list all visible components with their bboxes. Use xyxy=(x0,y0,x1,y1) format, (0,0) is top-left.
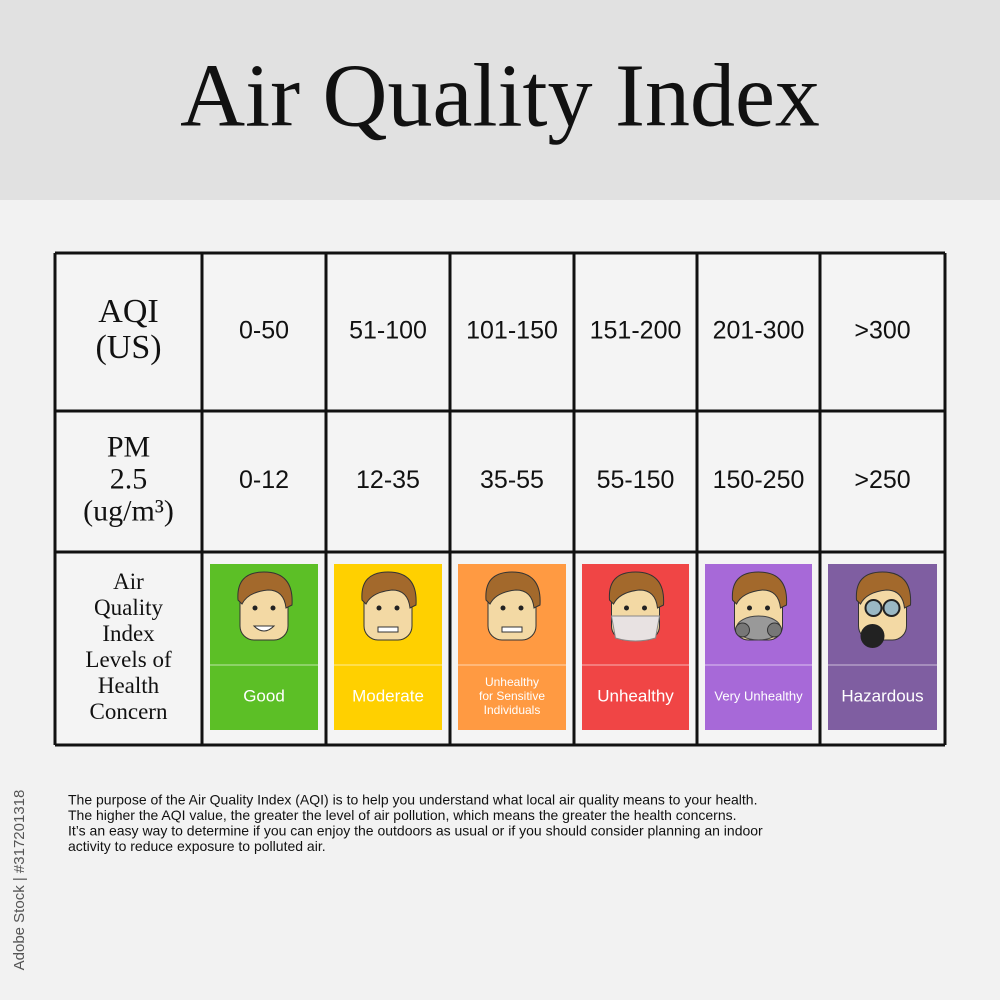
row-header: Concern xyxy=(90,699,168,724)
filter xyxy=(767,622,782,638)
row-header: Air xyxy=(113,569,144,594)
hair xyxy=(237,571,293,609)
level-label: Hazardous xyxy=(841,686,923,705)
level-label: Unhealthy xyxy=(485,675,539,689)
mask xyxy=(610,615,661,642)
description-line: activity to reduce exposure to polluted … xyxy=(68,838,326,854)
cell-value: >250 xyxy=(854,466,910,494)
description: The purpose of the Air Quality Index (AQ… xyxy=(68,792,763,855)
goggle xyxy=(882,599,901,617)
row-header: PM xyxy=(107,430,150,463)
goggle xyxy=(864,599,883,617)
cell-value: 55-150 xyxy=(597,466,675,494)
cell-value: >300 xyxy=(854,317,910,345)
watermark: Adobe Stock | #317201318 xyxy=(11,790,28,971)
row-header: Index xyxy=(102,621,155,646)
cell-value: 0-12 xyxy=(239,466,289,494)
row-header: Levels of xyxy=(85,647,172,672)
row-header: 2.5 xyxy=(110,462,148,495)
eye xyxy=(270,605,276,611)
header-band xyxy=(0,0,1000,200)
description-line: The higher the AQI value, the greater th… xyxy=(68,807,737,823)
description-line: It’s an easy way to determine if you can… xyxy=(68,823,763,839)
eye xyxy=(376,605,382,611)
level-label: Very Unhealthy xyxy=(714,688,803,703)
cell-value: 150-250 xyxy=(713,466,805,494)
mouth xyxy=(252,625,276,632)
eye xyxy=(624,605,629,611)
eye xyxy=(642,605,647,611)
level-label: Moderate xyxy=(352,686,424,705)
gas-filter xyxy=(860,624,885,648)
eye xyxy=(747,605,752,611)
hair xyxy=(485,571,541,609)
row-header: (ug/m³) xyxy=(83,494,174,527)
row-header: (US) xyxy=(95,329,161,366)
row-header: AQI xyxy=(98,293,158,330)
level-label: Good xyxy=(243,686,285,705)
description-line: The purpose of the Air Quality Index (AQ… xyxy=(68,792,758,808)
hair xyxy=(855,571,912,609)
cell-value: 201-300 xyxy=(713,317,805,345)
cell-value: 0-50 xyxy=(239,317,289,345)
table: AQI(US) PM2.5(ug/m³) AirQualityIndexLevels… xyxy=(53,251,947,747)
hair xyxy=(608,571,665,609)
eye xyxy=(518,605,524,611)
row-header: Quality xyxy=(94,595,163,620)
title: Air Quality Index xyxy=(180,47,820,146)
cell-value: 101-150 xyxy=(466,317,558,345)
level-label: Unhealthy xyxy=(597,686,674,705)
eye xyxy=(252,605,258,611)
mouth xyxy=(501,626,523,633)
eye xyxy=(394,605,400,611)
eye xyxy=(500,605,506,611)
cell-value: 35-55 xyxy=(480,466,544,494)
hair xyxy=(731,571,788,609)
row-header: Health xyxy=(98,673,160,698)
cell-value: 51-100 xyxy=(349,317,427,345)
filter xyxy=(735,622,750,638)
level-label: Individuals xyxy=(484,703,541,717)
level-label: for Sensitive xyxy=(479,689,545,703)
cell-value: 151-200 xyxy=(590,317,682,345)
eye xyxy=(765,605,770,611)
mouth xyxy=(377,626,399,633)
hair xyxy=(361,571,417,609)
cell-value: 12-35 xyxy=(356,466,420,494)
